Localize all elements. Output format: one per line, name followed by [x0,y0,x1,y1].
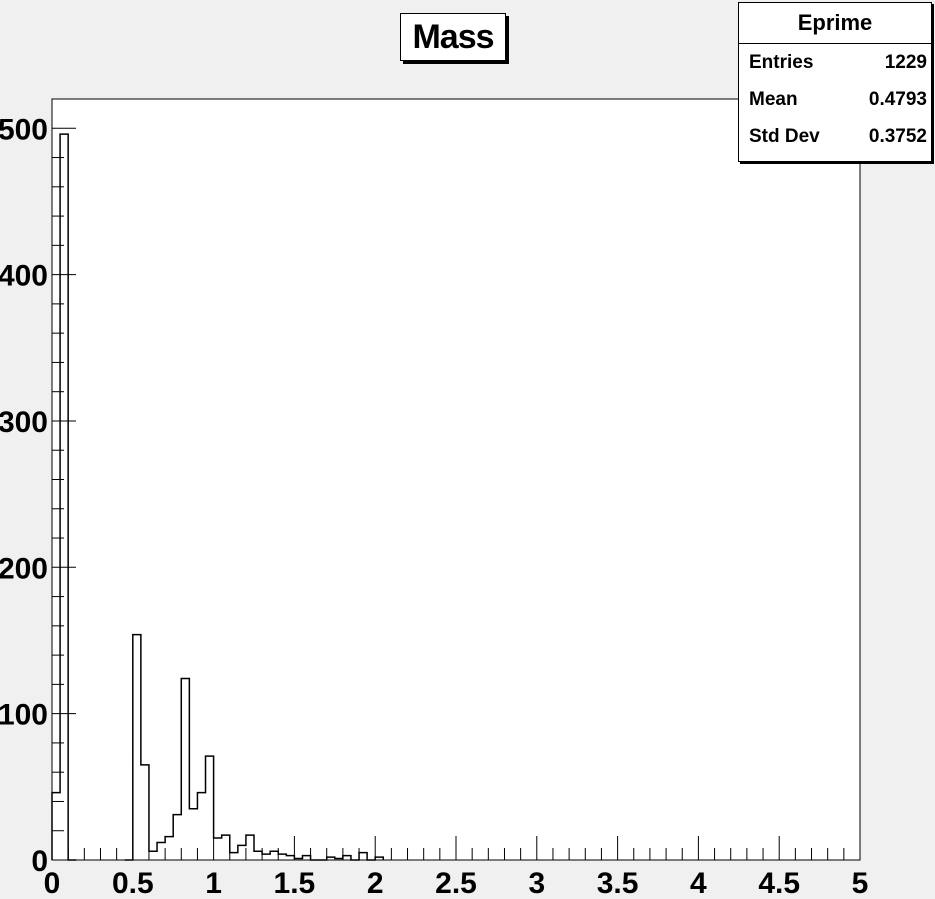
stats-label: Entries [749,51,814,73]
stats-label: Std Dev [749,125,820,147]
y-tick-label: 400 [0,260,48,293]
x-tick-label: 5 [852,867,869,899]
stats-row-stddev: Std Dev 0.3752 [739,118,931,155]
tick-labels: 0 0.5 1 1.5 2 2.5 3 3.5 4 4.5 5 0 100 200 300 400 500 [0,113,868,899]
x-tick-label: 0 [44,867,61,899]
x-tick-label: 2 [367,867,384,899]
x-tick-label: 2.5 [435,867,477,899]
chart-title-text: Mass [412,17,494,56]
x-tick-label: 1 [205,867,222,899]
x-tick-label: 4 [690,867,707,899]
stats-value: 0.4793 [868,88,927,110]
chart-title: Mass [400,13,506,61]
stats-value: 1229 [884,51,927,73]
stats-name: Eprime [739,3,931,44]
stats-row-entries: Entries 1229 [739,44,931,81]
y-tick-label: 100 [0,699,48,732]
y-tick-label: 200 [0,552,48,585]
stats-label: Mean [749,88,798,110]
x-tick-label: 4.5 [758,867,800,899]
x-tick-label: 3 [528,867,545,899]
y-tick-label: 300 [0,406,48,439]
y-tick-label: 0 [31,845,48,878]
histogram-outline [51,133,385,861]
x-tick-label: 0.5 [112,867,154,899]
x-tick-label: 3.5 [597,867,639,899]
plot-frame [51,98,861,861]
stats-row-mean: Mean 0.4793 [739,81,931,118]
stats-box: Eprime Entries 1229 Mean 0.4793 Std Dev … [738,2,932,162]
x-tick-label: 1.5 [274,867,316,899]
stats-value: 0.3752 [868,125,927,147]
y-tick-label: 500 [0,113,48,146]
